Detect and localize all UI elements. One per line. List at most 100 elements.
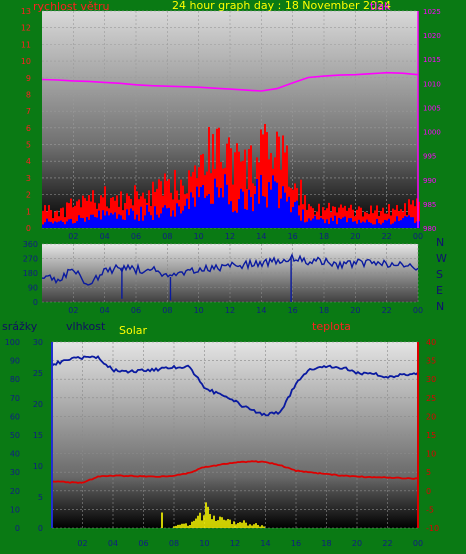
compass-label: S: [436, 268, 443, 281]
solar-label: Solar: [119, 324, 148, 337]
x-tick: 18: [321, 539, 331, 548]
y-tick-temperature: -10: [426, 524, 439, 533]
x-tick: 16: [288, 232, 298, 241]
x-tick: 10: [194, 232, 204, 241]
y-axis-direction-ticks: 0 90 180 270 360: [23, 240, 38, 307]
series-humidity: [51, 355, 419, 417]
x-tick: 08: [162, 232, 172, 241]
y-tick-temperature: 0: [426, 487, 431, 496]
compass-label: N: [436, 300, 444, 313]
y-tick-rain: 50: [10, 431, 20, 440]
y-tick-pressure: 985: [423, 201, 436, 209]
series-speed: [42, 174, 420, 228]
x-tick: 02: [77, 539, 87, 548]
y-tick-pressure: 1020: [423, 32, 441, 40]
x-tick: 14: [256, 306, 266, 315]
x-tick: 10: [194, 306, 204, 315]
y-tick-direction: 90: [28, 284, 38, 293]
y-tick-wind: 10: [21, 57, 31, 66]
series-temperature: [51, 460, 419, 484]
x-tick: 12: [225, 306, 235, 315]
y-tick-rain: 30: [10, 468, 20, 477]
y-tick-pressure: 990: [423, 177, 436, 185]
y-tick-wind: 5: [26, 141, 31, 150]
y-tick-wind: 12: [21, 24, 31, 33]
grid-direction: [42, 243, 419, 303]
chart-title: 24 hour graph day : 18 November 2024: [172, 0, 391, 12]
humidity-label: vlhkost: [66, 320, 106, 333]
x-axis-ticks-3: 02 04 06 08 10 12 14 16 18 20 22 00: [77, 539, 423, 548]
y-tick-rain: 10: [10, 505, 20, 514]
series-pressure: [41, 71, 419, 92]
y-tick-temperature: 25: [426, 394, 436, 403]
temperature-label: teplota: [312, 320, 351, 333]
x-tick: 12: [225, 232, 235, 241]
wind-speed-label: rychlost větru: [33, 0, 109, 13]
series-solar: [161, 502, 265, 528]
x-tick: 14: [260, 539, 270, 548]
rain-label: srážky: [2, 320, 38, 333]
x-tick: 20: [350, 232, 360, 241]
compass-label: E: [436, 284, 443, 297]
x-tick: 20: [352, 539, 362, 548]
y-tick-wind: 8: [26, 90, 31, 99]
y-tick-wind: 3: [26, 174, 31, 183]
pressure-label: tlak: [370, 0, 391, 13]
x-tick: 04: [108, 539, 118, 548]
x-tick: 02: [68, 306, 78, 315]
x-tick: 04: [100, 232, 110, 241]
y-tick-humidity: 10: [33, 462, 43, 471]
x-tick: 00: [413, 306, 423, 315]
y-tick-temperature: 10: [426, 450, 436, 459]
x-tick: 00: [413, 232, 423, 241]
x-tick: 22: [382, 232, 392, 241]
y-tick-wind: 2: [26, 191, 31, 200]
y-tick-direction: 270: [23, 255, 38, 264]
y-tick-pressure: 1015: [423, 56, 441, 64]
x-tick: 08: [162, 306, 172, 315]
y-tick-rain: 100: [5, 338, 20, 347]
y-tick-wind: 9: [26, 74, 31, 83]
x-axis-ticks-2: 02 04 06 08 10 12 14 16 18 20 22 00: [68, 306, 423, 315]
y-tick-temperature: 5: [426, 468, 431, 477]
y-tick-rain: 0: [15, 524, 20, 533]
x-tick: 12: [230, 539, 240, 548]
compass-label: N: [436, 236, 444, 249]
y-tick-humidity: 25: [33, 369, 43, 378]
y-tick-wind: 6: [26, 124, 31, 133]
x-tick: 02: [68, 232, 78, 241]
x-tick: 22: [382, 306, 392, 315]
y-axis-pressure-ticks: 980 985 990 995 1000 1005 1010 1015 1020 1025: [423, 8, 441, 233]
y-tick-pressure: 995: [423, 153, 436, 161]
y-tick-humidity: 15: [33, 431, 43, 440]
y-tick-direction: 0: [33, 298, 38, 307]
y-tick-rain: 70: [10, 394, 20, 403]
y-tick-temperature: 40: [426, 338, 436, 347]
y-tick-rain: 20: [10, 487, 20, 496]
direction-spikes: [121, 257, 292, 302]
y-tick-wind: 13: [21, 7, 31, 16]
y-tick-temperature: 35: [426, 357, 436, 366]
y-tick-rain: 80: [10, 375, 20, 384]
x-tick: 04: [100, 306, 110, 315]
y-tick-pressure: 1005: [423, 104, 441, 112]
y-tick-rain: 40: [10, 450, 20, 459]
x-tick: 20: [350, 306, 360, 315]
x-tick: 14: [256, 232, 266, 241]
x-tick: 16: [291, 539, 301, 548]
y-tick-wind: 7: [26, 107, 31, 116]
x-tick: 18: [319, 306, 329, 315]
y-tick-wind: 1: [26, 207, 31, 216]
x-tick: 08: [169, 539, 179, 548]
x-axis-ticks-1: 02 04 06 08 10 12 14 16 18 20 22 00: [68, 232, 423, 241]
y-tick-direction: 360: [23, 240, 38, 249]
y-tick-temperature: 20: [426, 412, 436, 421]
y-tick-pressure: 980: [423, 225, 436, 233]
y-tick-humidity: 5: [38, 493, 43, 502]
y-tick-humidity: 30: [33, 338, 43, 347]
x-tick: 06: [131, 232, 141, 241]
x-tick: 16: [288, 306, 298, 315]
